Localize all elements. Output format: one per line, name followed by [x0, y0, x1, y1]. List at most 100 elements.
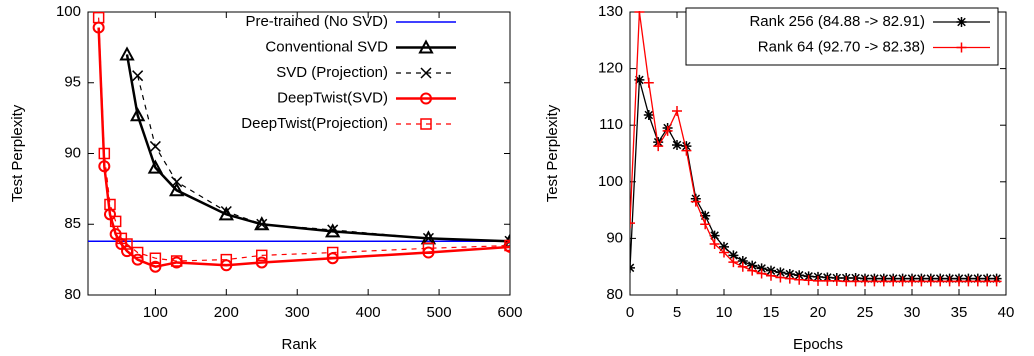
x-tick-label: 300: [285, 304, 310, 321]
marker: [255, 256, 268, 269]
marker: [841, 276, 852, 287]
y-tick-label: 100: [56, 3, 81, 20]
marker: [256, 249, 268, 262]
marker: [728, 250, 739, 261]
marker: [803, 275, 814, 286]
plot-area: [88, 11, 510, 273]
marker: [700, 219, 711, 230]
legend-marker: [420, 118, 432, 130]
marker: [327, 224, 339, 236]
marker: [132, 70, 144, 82]
marker: [643, 77, 654, 88]
marker: [98, 147, 111, 160]
marker: [681, 145, 692, 156]
series-line: [125, 54, 510, 243]
marker: [935, 276, 946, 287]
marker: [630, 218, 635, 229]
series-line: [137, 75, 510, 242]
marker: [888, 276, 899, 287]
marker: [850, 276, 861, 287]
marker: [220, 205, 232, 218]
marker: [991, 276, 1002, 287]
y-tick-label: 110: [599, 116, 623, 133]
marker: [775, 267, 786, 278]
marker: [630, 262, 635, 273]
marker: [878, 276, 889, 287]
marker: [170, 255, 183, 267]
legend-label: Conventional SVD: [265, 38, 388, 55]
marker: [422, 232, 434, 244]
x-tick-label: 5: [673, 304, 681, 321]
marker: [907, 276, 917, 287]
marker: [504, 235, 510, 247]
x-tick-label: 200: [214, 304, 239, 321]
marker: [325, 223, 341, 238]
x-tick-label: 15: [763, 304, 780, 321]
marker: [709, 239, 720, 250]
marker: [104, 198, 116, 211]
y-axis-label: Test Perplexity: [9, 104, 26, 202]
marker: [831, 275, 842, 286]
marker: [504, 239, 510, 252]
marker: [766, 265, 776, 276]
marker: [897, 276, 908, 287]
marker: [982, 276, 993, 287]
x-tick-label: 10: [716, 304, 733, 321]
y-axis-label: Test Perplexity: [544, 104, 561, 202]
marker: [131, 253, 144, 266]
legend-marker: [420, 92, 432, 105]
y-tick-label: 95: [64, 74, 81, 91]
marker: [925, 276, 936, 287]
marker: [690, 196, 701, 207]
marker: [109, 215, 122, 228]
marker: [709, 230, 720, 241]
marker: [972, 276, 983, 287]
x-tick-label: 40: [998, 304, 1015, 321]
marker: [254, 216, 270, 231]
marker: [813, 275, 823, 286]
legend-label: Rank 64 (92.70 -> 82.38): [758, 38, 925, 55]
marker: [672, 140, 682, 151]
marker: [131, 246, 144, 259]
y-tick-label: 80: [64, 286, 81, 303]
marker: [860, 276, 870, 287]
marker: [98, 160, 111, 173]
marker: [168, 182, 185, 197]
legend-label: Rank 256 (84.88 -> 82.91): [749, 13, 925, 30]
x-tick-label: 600: [497, 304, 522, 321]
x-axis-label: Rank: [281, 336, 317, 353]
marker: [916, 276, 927, 287]
marker: [171, 176, 183, 188]
y-tick-label: 120: [598, 60, 623, 77]
marker: [822, 275, 833, 286]
marker: [634, 11, 645, 17]
x-axis-label: Epochs: [793, 336, 843, 353]
marker: [737, 256, 748, 267]
x-tick-label: 400: [356, 304, 381, 321]
marker: [149, 260, 162, 273]
marker: [256, 218, 268, 230]
marker: [115, 232, 128, 245]
marker: [719, 247, 729, 258]
legend-box: [685, 7, 999, 66]
legend-marker: [418, 39, 434, 54]
legend-label: DeepTwist(SVD): [277, 89, 388, 106]
marker: [149, 140, 161, 152]
marker: [766, 270, 776, 281]
y-tick-label: 100: [598, 173, 623, 190]
x-tick-label: 25: [857, 304, 874, 321]
marker: [737, 261, 748, 272]
marker: [634, 74, 645, 85]
marker: [149, 252, 162, 264]
marker: [326, 246, 339, 259]
x-tick-label: 20: [810, 304, 827, 321]
marker: [719, 241, 729, 252]
x-tick-label: 35: [951, 304, 968, 321]
marker: [119, 46, 135, 61]
marker: [963, 276, 974, 287]
legend-label: Pre-trained (No SVD): [245, 13, 388, 30]
marker: [422, 242, 435, 255]
marker: [747, 260, 758, 271]
marker: [147, 159, 164, 174]
